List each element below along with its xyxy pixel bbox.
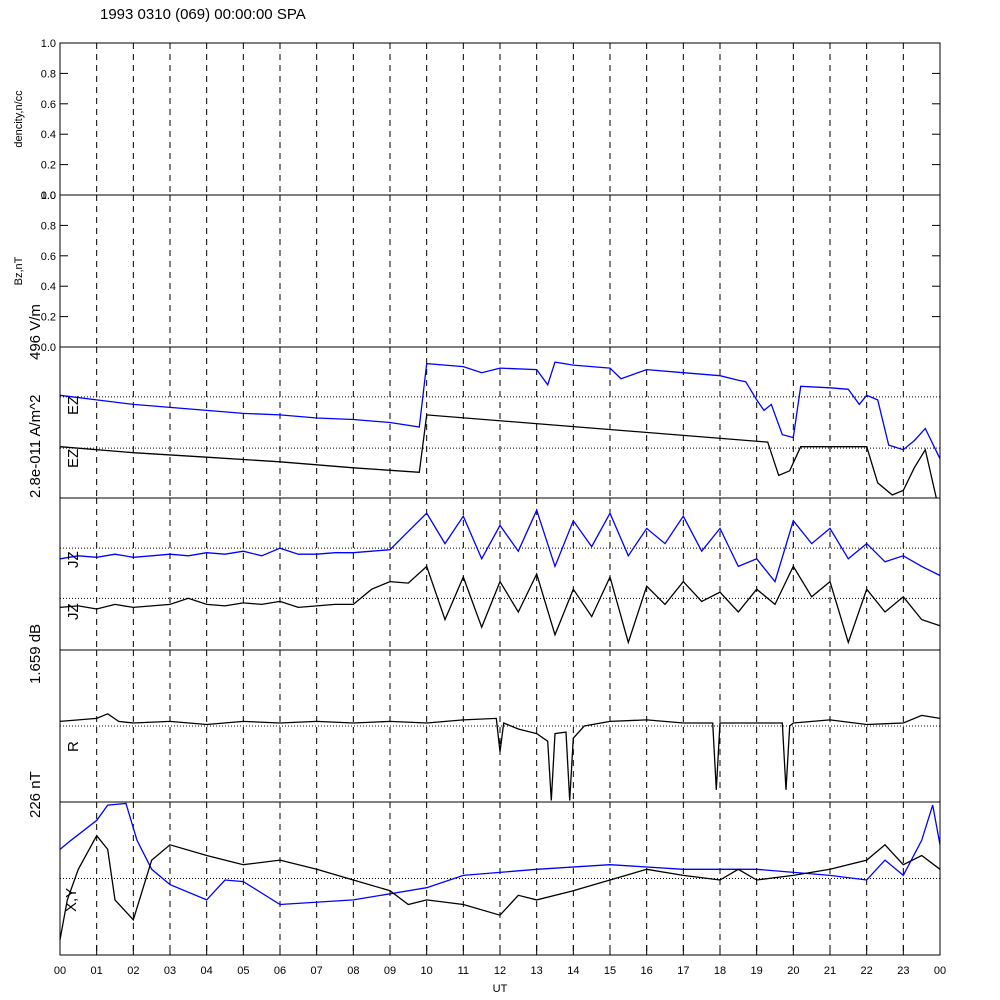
x-tick-label: 14 xyxy=(567,965,579,977)
x-axis-label: UT xyxy=(493,983,508,995)
x-tick-label: 12 xyxy=(494,965,506,977)
x-tick-label: 04 xyxy=(201,965,213,977)
y-axis-label: 2.8e-011 A/m^2 xyxy=(27,395,44,499)
series-line xyxy=(59,508,941,583)
y-tick-label: 0.4 xyxy=(41,129,56,141)
x-tick-label: 03 xyxy=(164,965,176,977)
x-tick-label: 13 xyxy=(531,965,543,977)
y-tick-label: 0.2 xyxy=(41,312,56,324)
series-label: EZ xyxy=(65,396,82,415)
x-tick-label: 02 xyxy=(127,965,139,977)
x-tick-label: 09 xyxy=(384,965,396,977)
y-tick-label: 1.0 xyxy=(41,38,56,50)
x-tick-label: 23 xyxy=(897,965,909,977)
series-label: JZ xyxy=(65,551,82,568)
y-tick-label: 0.6 xyxy=(41,99,56,111)
y-tick-label: 0.8 xyxy=(41,68,56,80)
x-tick-label: 00 xyxy=(934,965,946,977)
y-tick-label: 0.4 xyxy=(41,281,56,293)
series-line xyxy=(59,713,941,801)
x-tick-label: 08 xyxy=(347,965,359,977)
chart-title: 1993 0310 (069) 00:00:00 SPA xyxy=(100,6,306,23)
y-tick-label: 0.6 xyxy=(41,251,56,263)
y-tick-label: 0.8 xyxy=(41,220,56,232)
y-tick-label: 0.0 xyxy=(41,342,56,354)
series-label: X,Y xyxy=(63,888,80,912)
y-tick-label: 0.2 xyxy=(41,160,56,172)
x-tick-label: 01 xyxy=(91,965,103,977)
y-axis-label: 226 nT xyxy=(27,771,44,818)
x-tick-label: 05 xyxy=(237,965,249,977)
x-tick-label: 06 xyxy=(274,965,286,977)
x-tick-label: 10 xyxy=(421,965,433,977)
series-line xyxy=(59,802,941,906)
x-tick-label: 00 xyxy=(54,965,66,977)
x-tick-label: 15 xyxy=(604,965,616,977)
y-axis-label: Bz,nT xyxy=(13,256,25,285)
y-tick-label: 1.0 xyxy=(41,190,56,202)
x-tick-label: 19 xyxy=(751,965,763,977)
y-axis-label: 496 V/m xyxy=(27,304,44,360)
x-tick-label: 07 xyxy=(311,965,323,977)
series-label: EZ xyxy=(65,449,82,468)
x-tick-label: 22 xyxy=(861,965,873,977)
x-tick-label: 16 xyxy=(641,965,653,977)
series-label: R xyxy=(65,741,82,752)
y-tick-label: 0.0 xyxy=(41,190,56,202)
series-line xyxy=(59,565,941,645)
x-tick-label: 17 xyxy=(677,965,689,977)
y-axis-label: 1.659 dB xyxy=(27,624,44,684)
series-line xyxy=(59,361,941,459)
x-tick-label: 11 xyxy=(458,965,469,977)
x-tick-label: 21 xyxy=(824,965,836,977)
series-line xyxy=(59,834,941,940)
series-label: JZ xyxy=(65,603,82,620)
x-tick-label: 18 xyxy=(714,965,726,977)
series-line xyxy=(59,414,937,499)
x-tick-label: 20 xyxy=(787,965,799,977)
y-axis-label: dencity,n/cc xyxy=(13,90,25,148)
